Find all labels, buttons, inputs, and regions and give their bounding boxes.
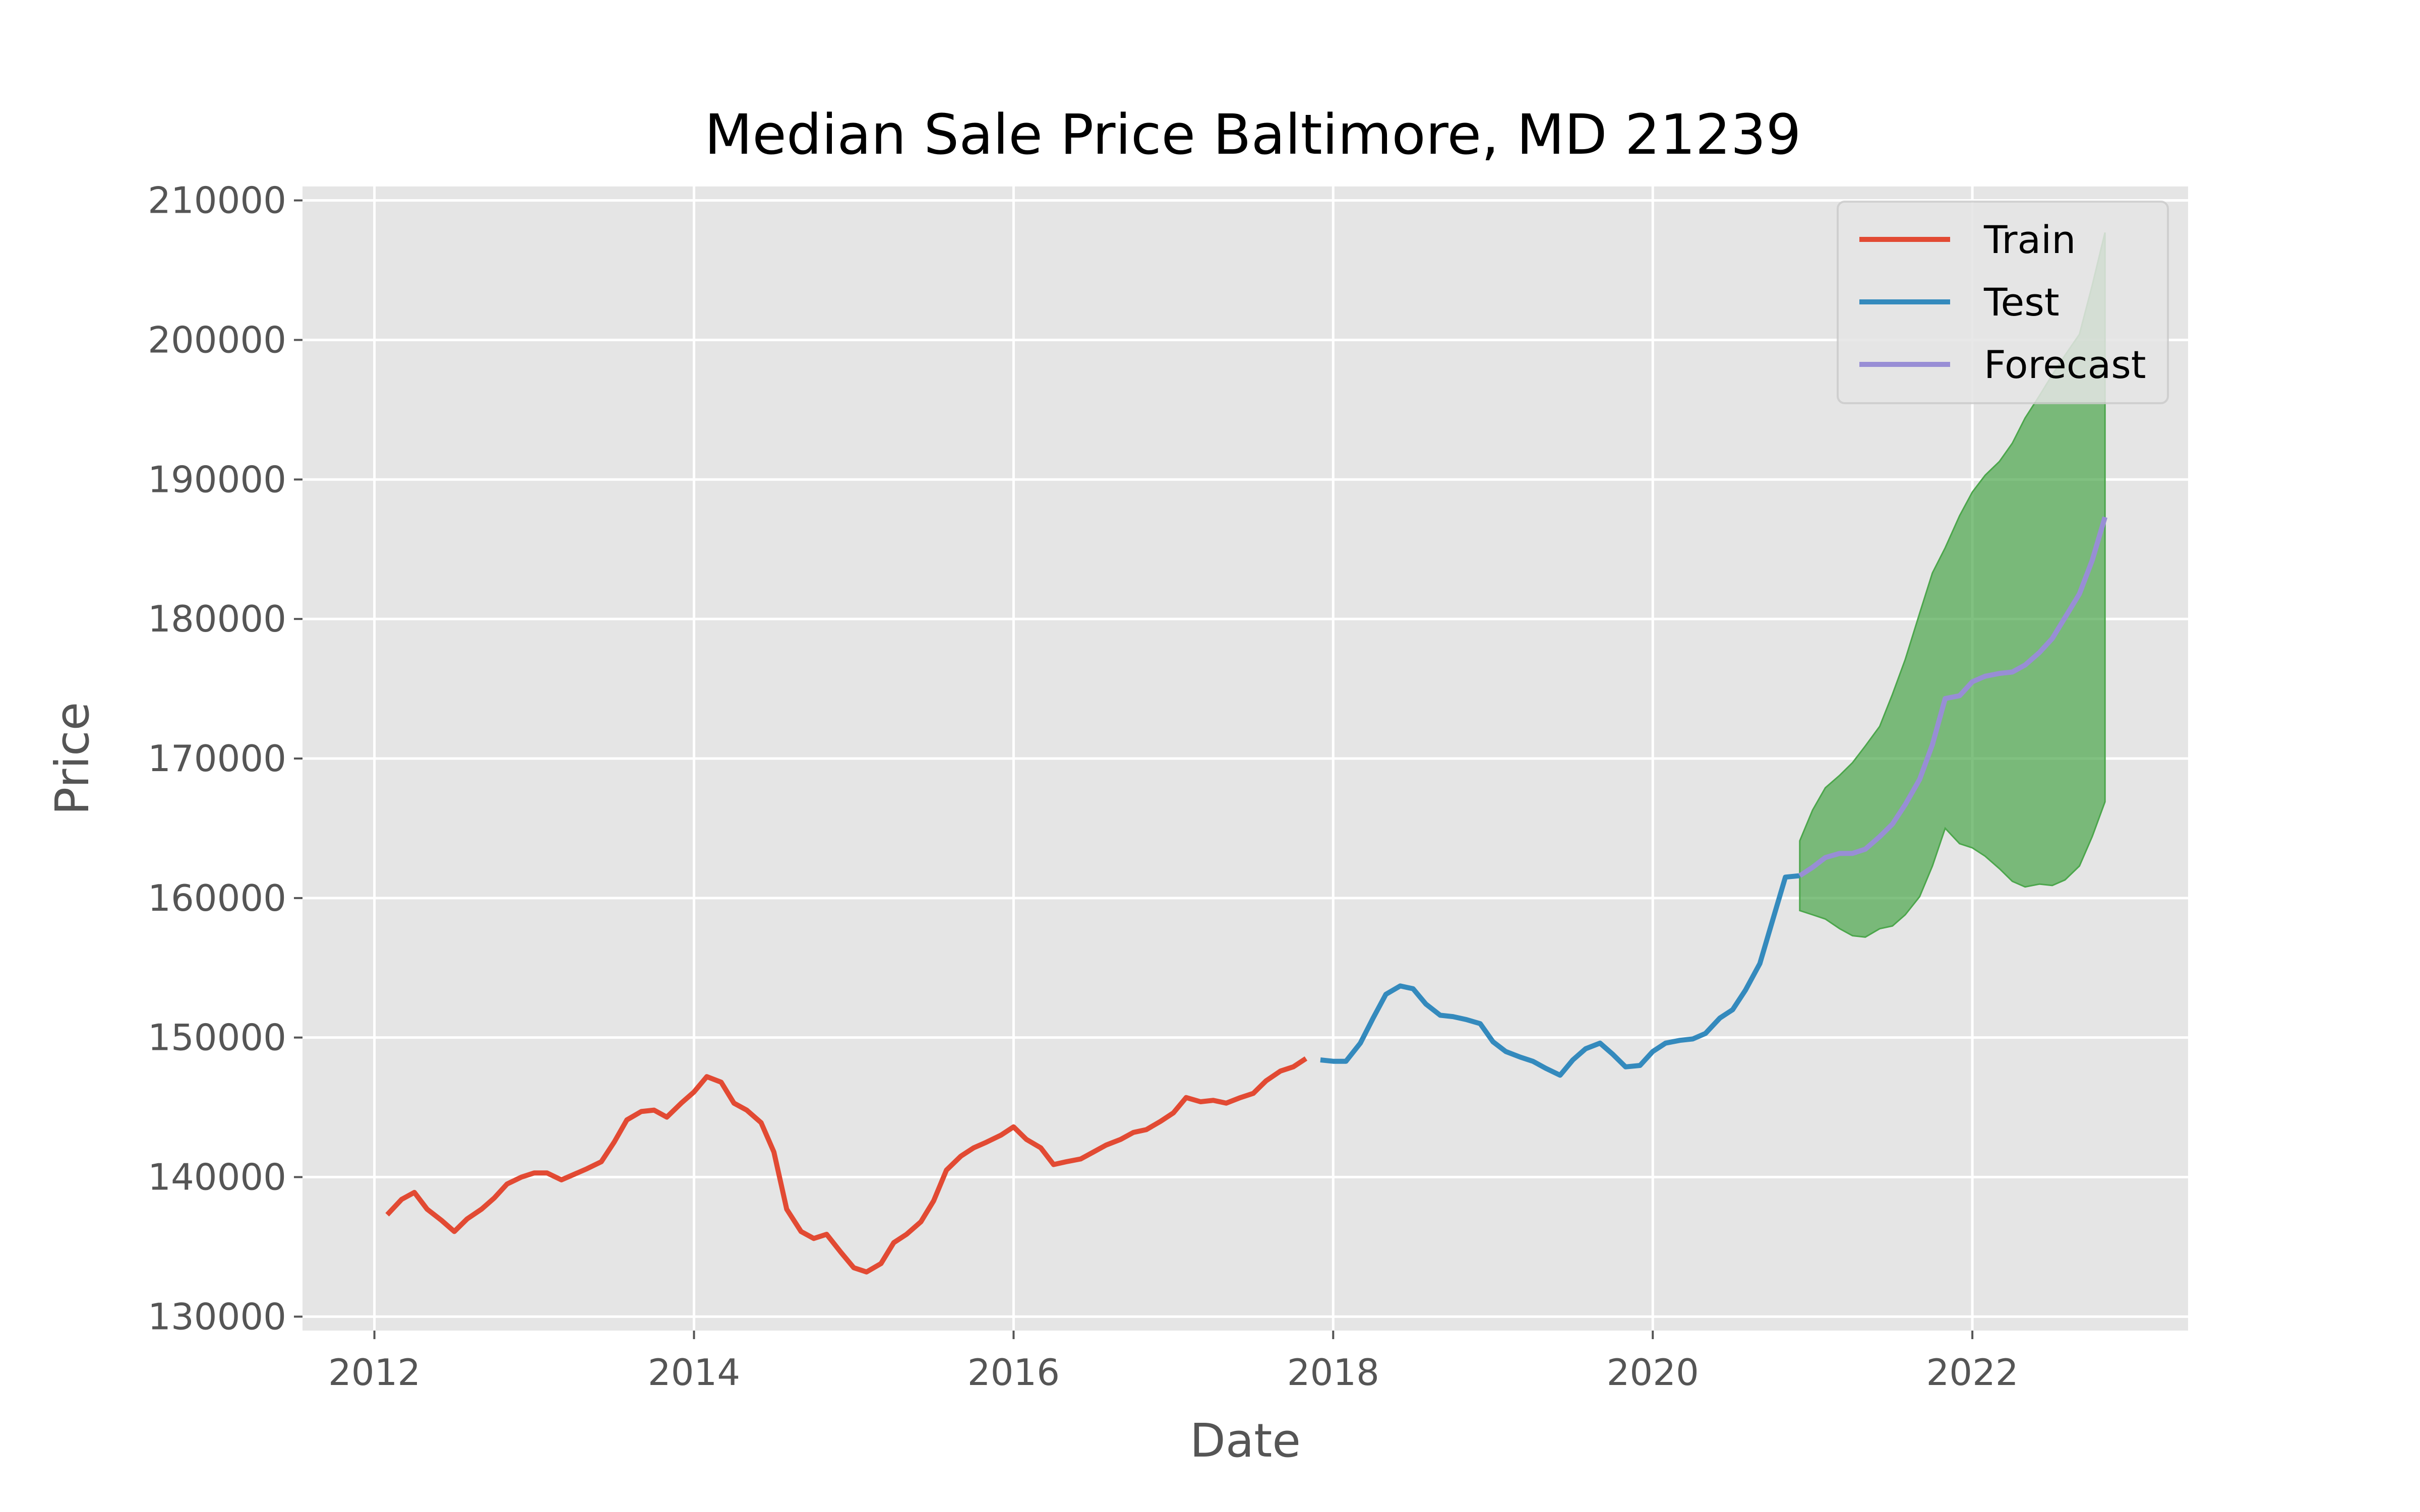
y-tick-label: 130000 <box>148 1295 286 1338</box>
confidence-band-layer <box>1799 232 2106 938</box>
y-tick-label: 150000 <box>148 1017 286 1059</box>
chart-title: Median Sale Price Baltimore, MD 21239 <box>704 102 1801 167</box>
series-layer <box>385 516 2107 1275</box>
y-tick-label: 170000 <box>148 737 286 780</box>
y-tick-label: 200000 <box>148 319 286 361</box>
y-axis-label: Price <box>45 702 99 815</box>
x-tick-label: 2022 <box>1926 1351 2019 1394</box>
y-tick-label: 210000 <box>148 179 286 222</box>
legend: Train Test Forecast <box>1837 201 2169 404</box>
legend-label-test: Test <box>1983 280 2060 325</box>
series-line-forecast <box>1798 516 2107 878</box>
y-axis: 130000 140000 150000 160000 170000 180000 1900… <box>148 179 302 1338</box>
legend-box <box>1837 201 2169 404</box>
y-tick-label: 160000 <box>148 877 286 919</box>
confidence-band <box>1799 232 2106 938</box>
series-line-train <box>385 1056 1308 1275</box>
legend-label-forecast: Forecast <box>1984 342 2146 387</box>
x-tick-label: 2012 <box>328 1351 420 1394</box>
legend-label-train: Train <box>1983 217 2076 262</box>
x-tick-label: 2018 <box>1287 1351 1379 1394</box>
y-tick-label: 140000 <box>148 1156 286 1198</box>
x-tick-label: 2016 <box>967 1351 1060 1394</box>
x-axis: 2012 2014 2016 2018 2020 2022 <box>328 1331 2019 1394</box>
x-axis-label: Date <box>1190 1414 1301 1468</box>
y-tick-label: 190000 <box>148 458 286 500</box>
series-line-test <box>1320 873 1800 1078</box>
x-tick-label: 2014 <box>648 1351 740 1394</box>
y-tick-label: 180000 <box>148 598 286 640</box>
x-tick-label: 2020 <box>1607 1351 1699 1394</box>
